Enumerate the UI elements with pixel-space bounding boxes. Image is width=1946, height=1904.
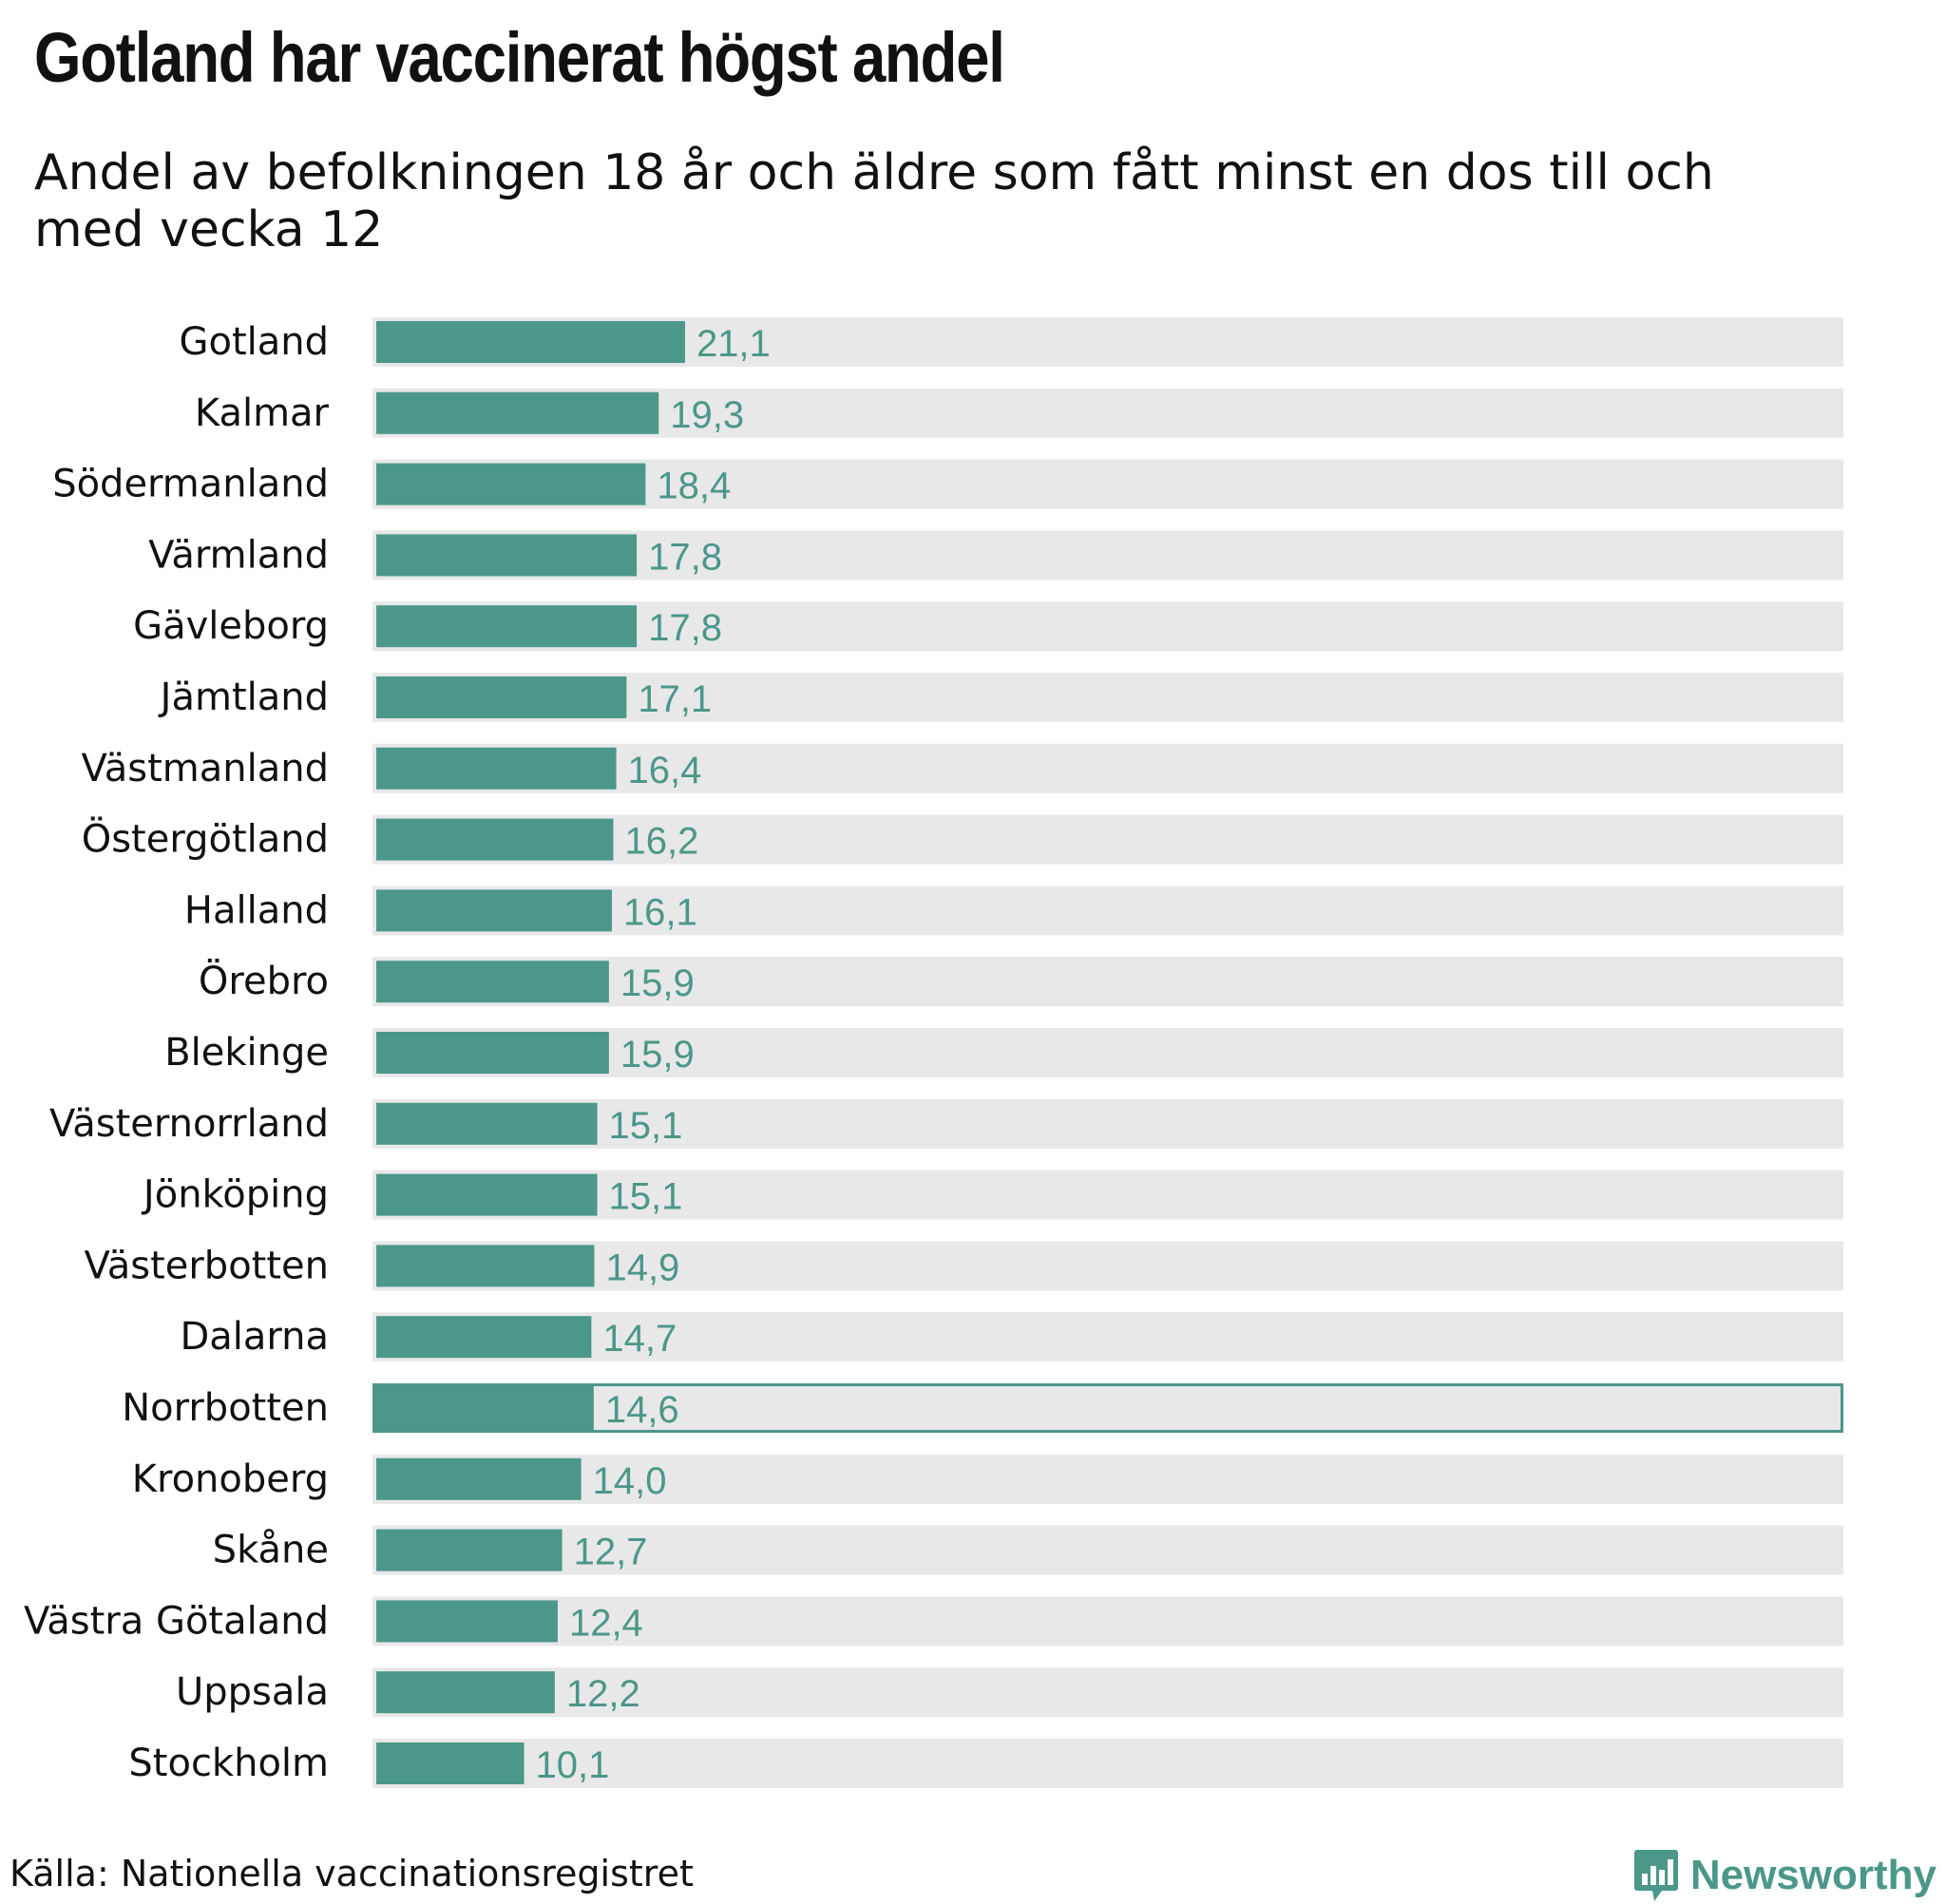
bar-track — [372, 1170, 1843, 1220]
bar-track — [372, 957, 1843, 1007]
bar — [376, 391, 659, 434]
value-label: 16,4 — [628, 750, 702, 791]
bar-track — [372, 885, 1843, 936]
category-label: Dalarna — [180, 1315, 329, 1359]
value-label: 15,9 — [620, 962, 695, 1004]
bar — [376, 747, 617, 790]
value-label: 21,1 — [696, 323, 771, 365]
category-label: Gotland — [179, 320, 329, 364]
category-label: Jämtland — [158, 676, 329, 719]
bar — [376, 321, 685, 363]
category-label: Stockholm — [128, 1742, 329, 1785]
chart-subtitle: Andel av befolkningen 18 år och äldre so… — [34, 144, 1714, 258]
highlight-outline — [372, 1383, 1843, 1433]
category-label: Blekinge — [164, 1031, 329, 1075]
bar — [376, 1457, 582, 1500]
chart-title: Gotland har vaccinerat högst andel — [34, 18, 1005, 97]
bar — [376, 961, 609, 1003]
category-label: Jönköping — [141, 1173, 329, 1217]
bar-chart-speech-bubble-icon — [1633, 1850, 1678, 1901]
category-label: Örebro — [199, 958, 329, 1003]
bar — [376, 1600, 558, 1643]
value-label: 15,1 — [609, 1176, 683, 1218]
brand-name: Newsworthy — [1689, 1852, 1936, 1898]
bar — [376, 1529, 563, 1571]
bar-chart: Gotland 21,1 Kalmar 19,3 Södermanland 18,4 Vär… — [24, 317, 1843, 1788]
bar-track — [372, 1383, 1843, 1433]
bar — [376, 889, 612, 932]
bar — [376, 1245, 595, 1287]
category-label: Västmanland — [82, 747, 330, 790]
value-label: 17,8 — [648, 607, 722, 649]
category-label: Uppsala — [176, 1670, 329, 1714]
bar — [376, 1742, 525, 1784]
bar-track — [372, 814, 1843, 865]
bar-track — [372, 743, 1843, 793]
value-label: 16,1 — [623, 891, 697, 933]
bar-track — [372, 1596, 1843, 1647]
source-note: Källa: Nationella vaccinationsregistret — [10, 1853, 694, 1894]
category-label: Västerbotten — [84, 1244, 329, 1287]
category-label: Kronoberg — [132, 1457, 329, 1501]
category-label: Halland — [184, 888, 329, 932]
bar — [376, 1671, 555, 1714]
value-label: 10,1 — [536, 1744, 610, 1786]
bar — [376, 1316, 592, 1359]
value-label: 18,4 — [657, 466, 731, 507]
value-label: 12,4 — [569, 1602, 643, 1644]
value-label: 17,1 — [638, 678, 712, 720]
value-label: 12,2 — [566, 1673, 640, 1715]
value-label: 14,7 — [602, 1318, 677, 1360]
bar-track — [372, 1739, 1843, 1788]
bar — [376, 676, 627, 718]
value-label: 14,0 — [593, 1460, 667, 1502]
category-label: Östergötland — [82, 816, 329, 862]
bar — [376, 534, 638, 577]
bar — [376, 1102, 598, 1145]
value-label: 19,3 — [670, 394, 744, 436]
bar-track — [372, 1028, 1843, 1077]
bar-track — [372, 1241, 1843, 1291]
bar-track — [372, 1525, 1843, 1575]
bar — [376, 1032, 609, 1074]
bar — [376, 463, 646, 505]
value-label: 14,9 — [605, 1247, 679, 1288]
value-label: 15,9 — [620, 1034, 695, 1076]
value-label: 14,6 — [605, 1389, 679, 1431]
category-label: Skåne — [213, 1529, 329, 1572]
bar-track — [372, 1098, 1843, 1149]
category-label: Södermanland — [52, 463, 329, 506]
category-label: Kalmar — [195, 391, 330, 435]
bar — [376, 605, 638, 648]
value-label: 17,8 — [648, 536, 722, 578]
category-label: Norrbotten — [122, 1386, 329, 1430]
bar-track — [372, 1454, 1843, 1504]
value-label: 12,7 — [574, 1532, 648, 1573]
category-label: Västernorrland — [49, 1102, 329, 1146]
bar-track — [372, 1667, 1843, 1718]
value-label: 16,2 — [624, 821, 698, 863]
value-label: 15,1 — [609, 1105, 683, 1147]
brand-logo: Newsworthy — [1633, 1847, 1936, 1904]
category-label: Gävleborg — [133, 604, 329, 648]
bar — [376, 1173, 598, 1216]
bar — [376, 818, 614, 861]
bar — [372, 1383, 594, 1433]
category-label: Västra Götaland — [24, 1599, 329, 1643]
category-label: Värmland — [148, 533, 329, 577]
bar-track — [372, 1312, 1843, 1362]
